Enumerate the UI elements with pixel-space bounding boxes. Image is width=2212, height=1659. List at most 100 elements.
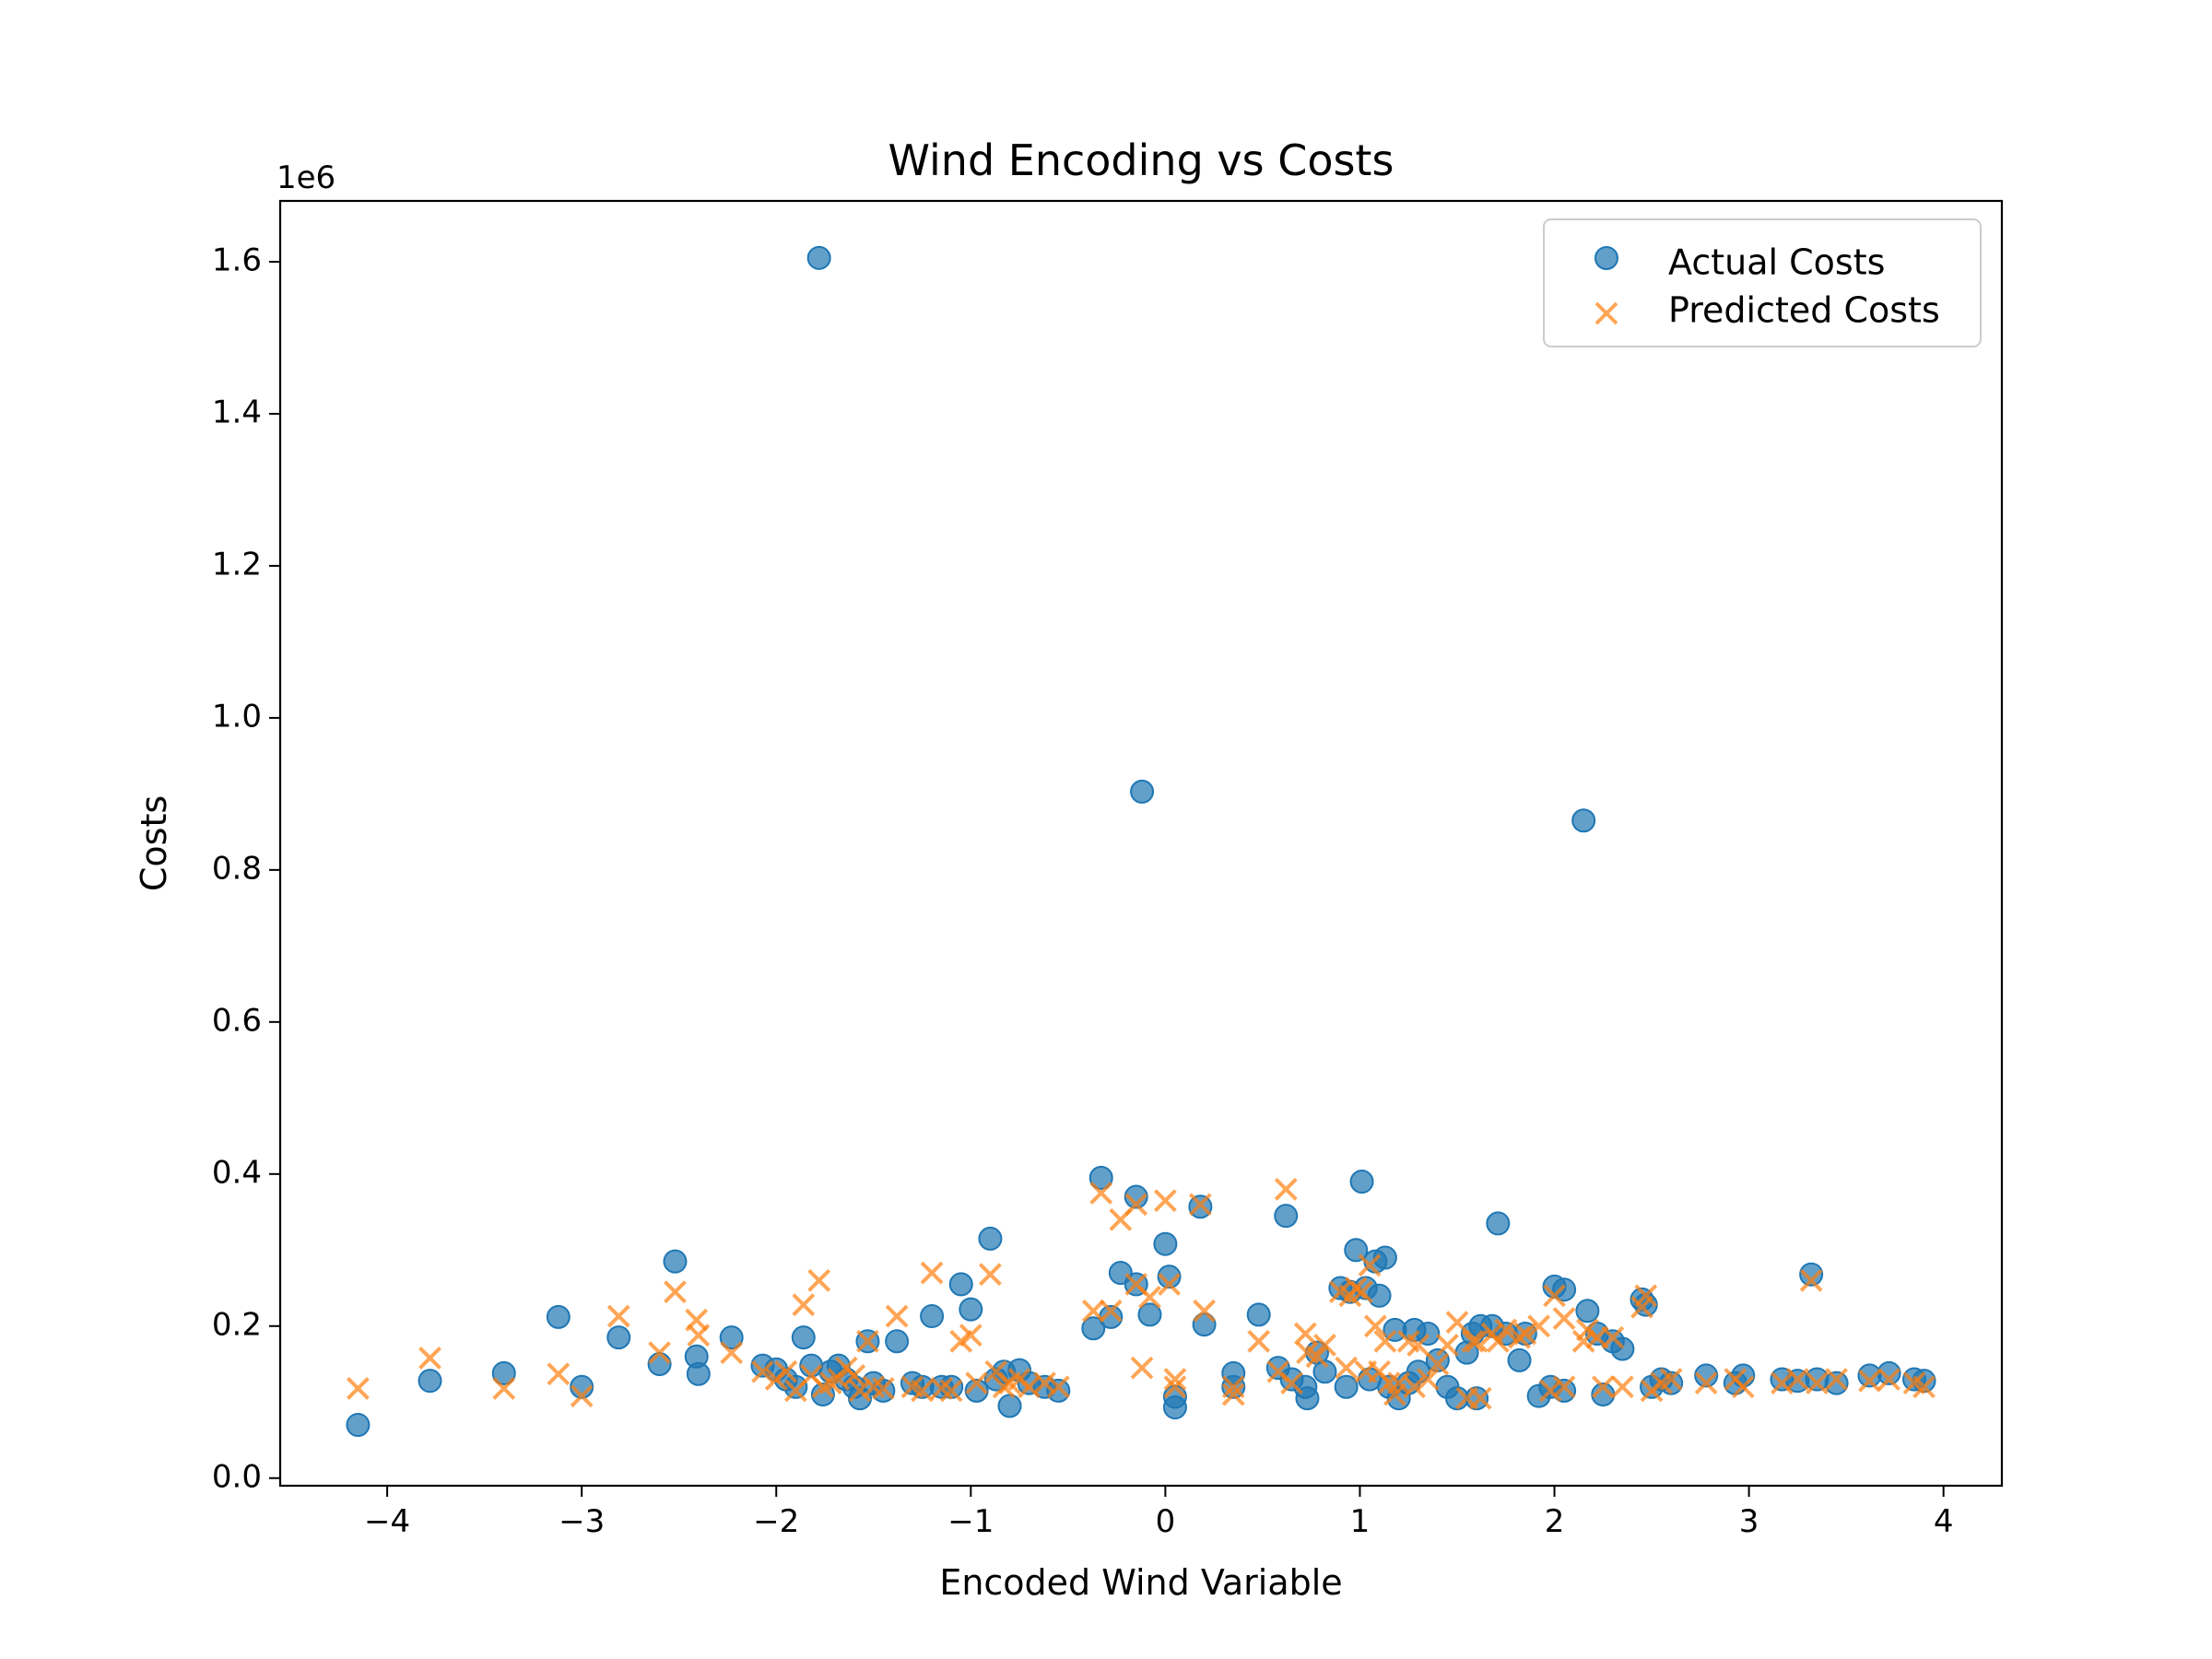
predicted-cost-point [1912,1375,1936,1399]
predicted-cost-point [1461,1329,1485,1353]
legend-actual-label: Actual Costs [1668,242,1885,283]
predicted-cost-point [1221,1382,1245,1406]
actual-cost-point [1694,1363,1719,1388]
predicted-cost-point [1138,1286,1161,1309]
actual-cost-point [1799,1262,1824,1287]
actual-cost-point [1081,1316,1106,1341]
actual-cost-point [959,1297,983,1322]
predicted-cost-point [1335,1356,1359,1380]
predicted-cost-point [1785,1368,1809,1391]
predicted-cost-point [570,1384,594,1408]
actual-cost-point [1274,1204,1299,1229]
y-tick-label: 0.8 [212,850,262,887]
actual-cost-point [1824,1371,1849,1395]
actual-cost-point [1137,1302,1162,1327]
predicted-cost-point [1089,1182,1113,1205]
predicted-cost-point [1313,1333,1336,1357]
actual-cost-point [997,1394,1022,1418]
legend: Actual Costs Predicted Costs [1543,218,1982,347]
predicted-cost-point [664,1280,687,1304]
actual-cost-point [964,1378,989,1403]
actual-cost-point [1130,779,1155,804]
predicted-cost-point [1247,1329,1271,1353]
actual-cost-point [1367,1283,1392,1308]
y-axis-label: Costs [134,795,174,891]
y-tick-label: 0.2 [212,1306,262,1343]
actual-cost-point [1486,1211,1511,1236]
predicted-cost-point [1158,1272,1182,1296]
predicted-cost-point [1527,1314,1551,1338]
legend-predicted-marker [1594,301,1618,325]
actual-cost-point [978,1226,1003,1251]
actual-cost-point [719,1325,744,1350]
x-tick-label: 4 [1934,1503,1954,1540]
y-tick-label: 1.6 [212,241,262,278]
predicted-cost-point [1416,1368,1440,1391]
actual-cost-point [1192,1312,1217,1337]
actual-cost-point [1575,1299,1600,1324]
predicted-cost-point [1465,1329,1488,1353]
actual-cost-point [1153,1231,1178,1256]
predicted-cost-point [1468,1386,1492,1410]
predicted-cost-point [751,1359,774,1383]
actual-cost-point [1246,1302,1271,1327]
actual-cost-point [418,1369,442,1394]
x-tick-label: 2 [1545,1503,1565,1540]
x-tick-label: −4 [364,1503,410,1540]
predicted-cost-point [1426,1352,1450,1376]
predicted-cost-point [959,1324,982,1347]
predicted-cost-point [856,1329,879,1353]
y-axis-ticks: 0.0 0.2 0.4 0.6 0.8 1.0 1.2 1.4 1.6 [212,241,280,1495]
chart-title: Wind Encoding vs Costs [888,135,1394,185]
predicted-cost-point [1877,1368,1900,1391]
predicted-cost-point [792,1293,816,1317]
predicted-cost-point [606,1304,630,1328]
predicted-cost-point [1494,1318,1518,1342]
predicted-cost-point [347,1377,370,1400]
actual-cost-point [791,1325,816,1350]
predicted-cost-point [1373,1329,1397,1353]
predicted-cost-point [1513,1322,1537,1346]
predicted-cost-point [1193,1299,1217,1323]
predicted-cost-point [1163,1375,1187,1399]
predicted-cost-point [885,1304,909,1328]
actual-cost-point [1334,1374,1359,1399]
y-axis-offset-text: 1e6 [276,159,335,196]
predicted-cost-point [1543,1284,1566,1308]
y-tick-label: 0.0 [212,1458,262,1495]
legend-actual-point [1594,246,1618,270]
predicted-cost-point [1799,1268,1823,1292]
predicted-cost-point [1099,1299,1123,1323]
actual-cost-point [1552,1277,1577,1302]
x-tick-label: 1 [1350,1503,1371,1540]
actual-cost-point [663,1249,688,1274]
predicted-cost-point [871,1377,895,1400]
predicted-cost-point [1033,1371,1056,1395]
actual-cost-point [1731,1363,1756,1388]
x-tick-label: −2 [753,1503,799,1540]
x-tick-label: 0 [1156,1503,1176,1540]
predicted-cost-point [1858,1369,1881,1393]
actual-cost-point [1507,1347,1532,1372]
predicted-cost-point [1694,1371,1718,1395]
actual-cost-point [1805,1367,1830,1392]
data-points [346,245,1936,1438]
predicted-cost-point [648,1341,672,1365]
y-tick-label: 1.4 [212,394,262,430]
predicted-cost-point [1350,1280,1373,1304]
actual-cost-point [920,1304,945,1329]
predicted-cost-point [1163,1368,1187,1391]
predicted-cost-point [1221,1375,1245,1399]
predicted-cost-point [547,1362,571,1386]
predicted-cost-point [774,1359,798,1383]
y-tick-label: 0.6 [212,1002,262,1039]
predicted-cost-point [1274,1177,1298,1201]
actual-cost-point [1157,1265,1182,1289]
actual-cost-point [1372,1245,1397,1270]
actual-cost-point [491,1360,516,1385]
predicted-cost-point [1153,1189,1177,1213]
predicted-cost-point [920,1261,944,1285]
predicted-cost-point [1552,1307,1576,1330]
predicted-cost-point [1591,1375,1615,1399]
